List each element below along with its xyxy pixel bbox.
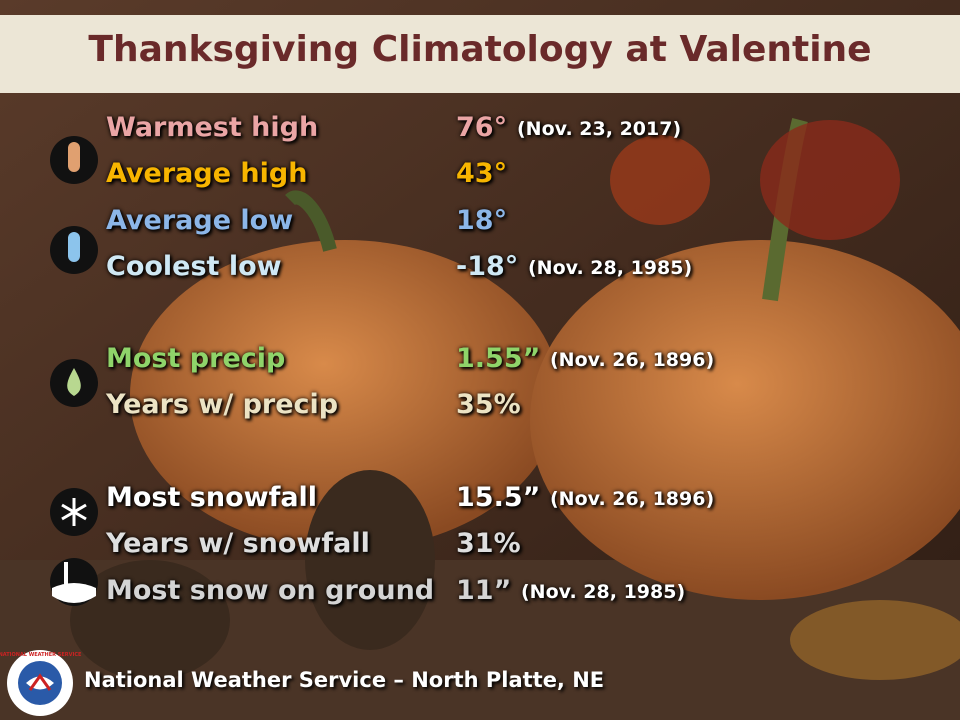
row-value: -18° xyxy=(456,250,519,282)
row-value: 76° xyxy=(456,112,508,143)
row-label: Years w/ precip xyxy=(106,389,339,421)
row-date: (Nov. 28, 1985) xyxy=(528,256,693,279)
row-label: Most precip xyxy=(106,343,286,374)
row-date: (Nov. 26, 1896) xyxy=(550,349,715,371)
row-value: 43° xyxy=(456,158,508,190)
row-label: Years w/ snowfall xyxy=(106,528,370,560)
title: Thanksgiving Climatology at Valentine xyxy=(88,29,872,70)
icon-temperature xyxy=(50,136,98,274)
row-value: 1.55” xyxy=(456,343,541,374)
row-value: 11” xyxy=(456,574,512,606)
row-date: (Nov. 23, 2017) xyxy=(517,118,682,140)
footer: National Weather Service – North Platte,… xyxy=(84,668,605,692)
row-value: 15.5” xyxy=(456,482,541,513)
row-date: (Nov. 28, 1985) xyxy=(521,580,686,603)
icon-snow xyxy=(50,488,98,536)
row-label: Average low xyxy=(106,204,294,236)
nws-logo xyxy=(7,650,73,716)
row-label: Most snowfall xyxy=(106,482,318,513)
row-value: 18° xyxy=(456,204,508,236)
logo-text: NATIONAL WEATHER SERVICE xyxy=(0,652,82,658)
row-label: Average high xyxy=(106,158,308,190)
row-label: Warmest high xyxy=(106,112,319,143)
row-date: (Nov. 26, 1896) xyxy=(550,488,715,510)
row-label: Coolest low xyxy=(106,250,282,282)
row-label: Most snow on ground xyxy=(106,574,435,606)
icon-snow-depth xyxy=(50,558,98,606)
row-value: 35% xyxy=(456,389,521,421)
row-value: 31% xyxy=(456,528,521,560)
icon-precip xyxy=(50,359,98,407)
title-bar: Thanksgiving Climatology at Valentine xyxy=(0,15,960,93)
